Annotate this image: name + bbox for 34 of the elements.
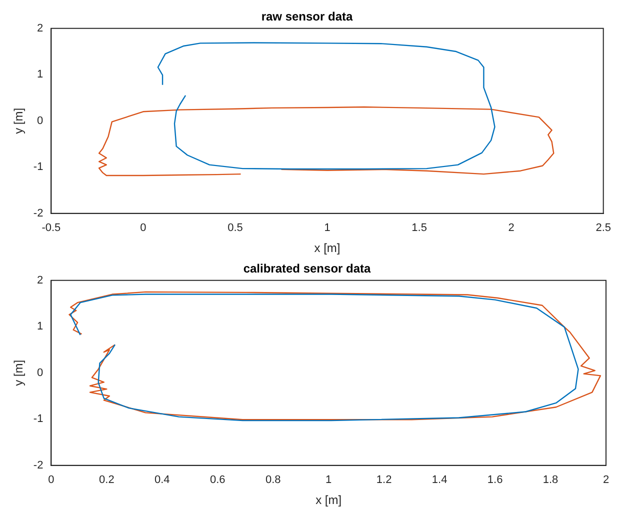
y-axis-title: y [m]: [12, 360, 26, 386]
y-tick-label: -2: [33, 459, 44, 472]
y-tick-label: -1: [33, 161, 44, 174]
y-tick-label: 1: [37, 68, 44, 81]
y-tick-label: 0: [37, 366, 44, 379]
x-tick-label: 2: [602, 474, 610, 486]
chart-title: calibrated sensor data: [243, 262, 372, 276]
x-tick-label: 0.8: [265, 474, 281, 486]
y-tick-label: 1: [37, 320, 44, 333]
y-tick-label: -2: [33, 207, 44, 220]
x-tick-label: 0.5: [228, 222, 243, 234]
x-tick-label: 1: [326, 474, 332, 486]
y-tick-label: 0: [37, 114, 44, 127]
x-tick-label: 0: [140, 222, 146, 234]
y-axis-title: y [m]: [12, 108, 26, 134]
chart-title: raw sensor data: [261, 10, 354, 24]
x-tick-label: 0.4: [154, 474, 170, 486]
x-tick-label: 2.5: [596, 222, 612, 234]
x-tick-label: 0: [48, 474, 54, 486]
x-tick-label: 1.2: [376, 474, 392, 486]
x-axis-title: x [m]: [316, 493, 342, 508]
y-tick-label: -1: [33, 413, 44, 426]
x-tick-label: 1.8: [542, 474, 558, 486]
x-axis-title: x [m]: [314, 241, 340, 256]
x-tick-label: -0.5: [42, 222, 61, 234]
y-tick-label: 2: [37, 274, 44, 286]
x-tick-label: 0.2: [99, 474, 114, 486]
x-tick-label: 1.6: [487, 474, 503, 486]
x-tick-label: 0.6: [210, 474, 226, 486]
x-tick-label: 1.5: [412, 222, 427, 234]
x-tick-label: 1: [324, 222, 330, 234]
y-tick-label: 2: [37, 22, 44, 34]
x-tick-label: 1.4: [432, 474, 448, 486]
x-tick-label: 2: [508, 222, 514, 234]
